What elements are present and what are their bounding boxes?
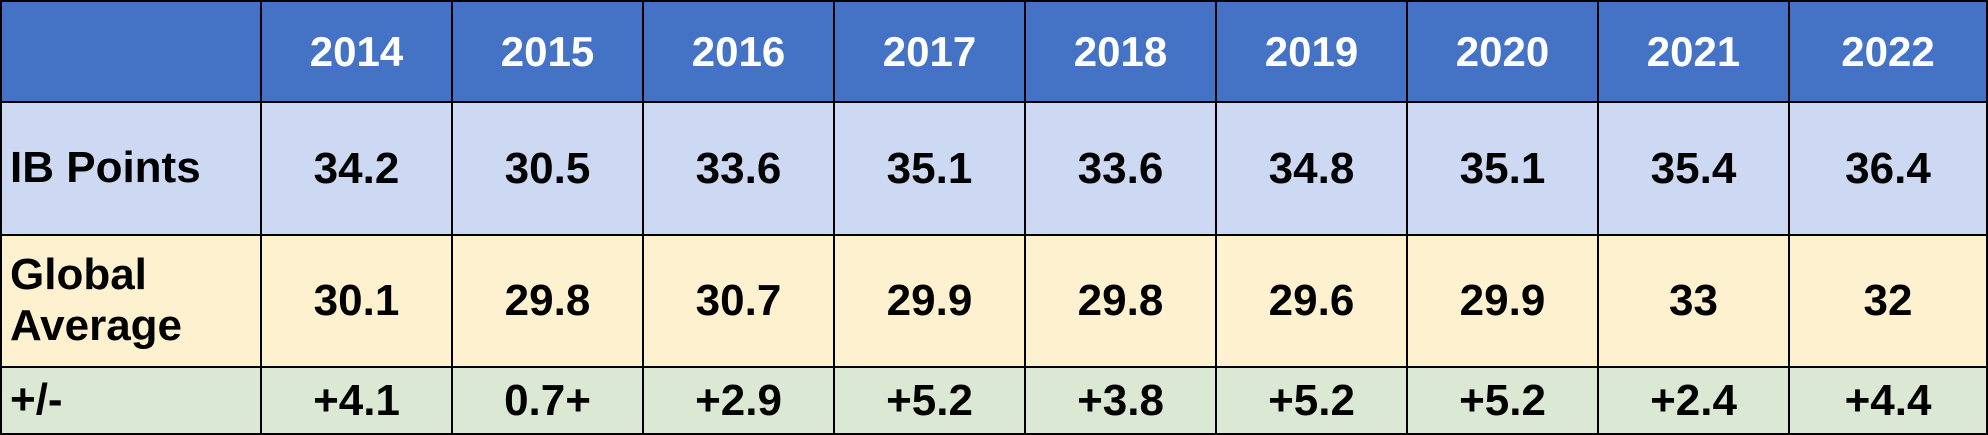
table-cell: +5.2 — [1406, 366, 1599, 435]
row-label-global-average: Global Average — [0, 234, 262, 368]
header-cell-2017: 2017 — [833, 0, 1026, 103]
table-cell: 29.8 — [1024, 234, 1217, 368]
table-cell: 34.8 — [1215, 101, 1408, 236]
table-cell: 29.9 — [1406, 234, 1599, 368]
table-cell: 30.1 — [260, 234, 453, 368]
table-cell: +2.9 — [642, 366, 835, 435]
table-cell: 29.6 — [1215, 234, 1408, 368]
table-cell: +4.1 — [260, 366, 453, 435]
row-label-ib-points: IB Points — [0, 101, 262, 236]
table-cell: 35.4 — [1597, 101, 1790, 236]
header-cell-2022: 2022 — [1788, 0, 1988, 103]
table-cell: 30.5 — [451, 101, 644, 236]
table-cell: 33 — [1597, 234, 1790, 368]
table-cell: 29.8 — [451, 234, 644, 368]
table-cell: 29.9 — [833, 234, 1026, 368]
header-cell-2018: 2018 — [1024, 0, 1217, 103]
table-cell: 35.1 — [833, 101, 1026, 236]
header-cell-2015: 2015 — [451, 0, 644, 103]
table-cell: 0.7+ — [451, 366, 644, 435]
row-label-difference: +/- — [0, 366, 262, 435]
table-row-difference: +/- +4.1 0.7+ +2.9 +5.2 +3.8 +5.2 +5.2 +… — [0, 366, 1988, 435]
table-cell: +5.2 — [833, 366, 1026, 435]
table-cell: +3.8 — [1024, 366, 1217, 435]
header-cell-0 — [0, 0, 262, 103]
table-cell: 32 — [1788, 234, 1988, 368]
header-cell-2020: 2020 — [1406, 0, 1599, 103]
table-cell: 33.6 — [642, 101, 835, 236]
table-cell: +5.2 — [1215, 366, 1408, 435]
table-cell: +4.4 — [1788, 366, 1988, 435]
header-cell-2016: 2016 — [642, 0, 835, 103]
table-cell: 30.7 — [642, 234, 835, 368]
table-cell: 36.4 — [1788, 101, 1988, 236]
table-cell: 34.2 — [260, 101, 453, 236]
header-cell-2019: 2019 — [1215, 0, 1408, 103]
header-cell-2014: 2014 — [260, 0, 453, 103]
table-row-global-average: Global Average 30.1 29.8 30.7 29.9 29.8 … — [0, 234, 1988, 368]
table-cell: 33.6 — [1024, 101, 1217, 236]
header-row: 2014 2015 2016 2017 2018 2019 2020 2021 … — [0, 0, 1988, 103]
table-cell: 35.1 — [1406, 101, 1599, 236]
table-row-ib-points: IB Points 34.2 30.5 33.6 35.1 33.6 34.8 … — [0, 101, 1988, 236]
header-cell-2021: 2021 — [1597, 0, 1790, 103]
table-cell: +2.4 — [1597, 366, 1790, 435]
